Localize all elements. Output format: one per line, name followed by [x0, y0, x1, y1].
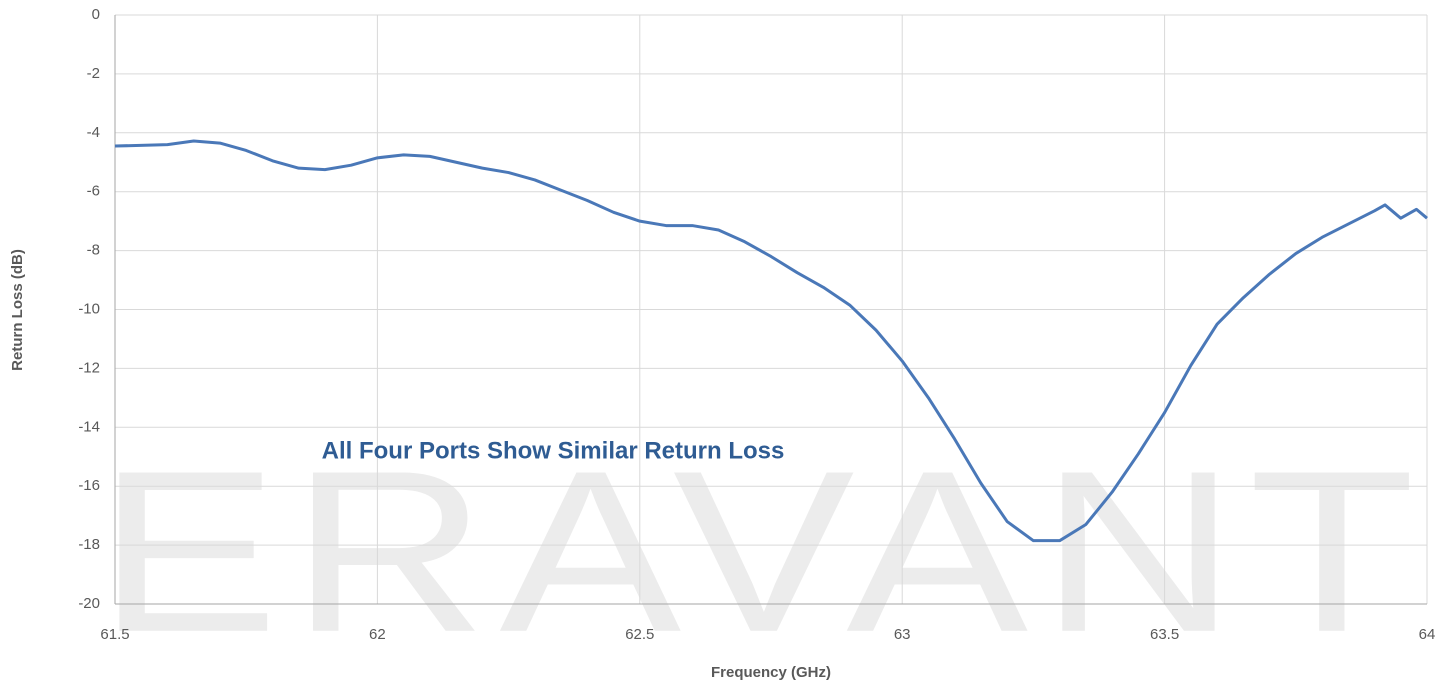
annotation: All Four Ports Show Similar Return Loss: [322, 437, 785, 464]
watermark: ERAVANT: [97, 423, 1427, 680]
line-series: [114, 139, 1428, 543]
y-tick-label: -14: [78, 418, 100, 435]
y-tick-label: -18: [78, 536, 100, 553]
y-tick-label: -4: [87, 124, 100, 141]
x-tick-label: 62.5: [625, 626, 654, 643]
x-tick-label: 63: [894, 626, 911, 643]
x-tick-label: 61.5: [100, 626, 129, 643]
y-tick-label: -10: [78, 300, 100, 317]
x-tick-label: 62: [369, 626, 386, 643]
y-tick-label: -16: [78, 477, 100, 494]
y-tick-label: 0: [92, 6, 100, 23]
y-tick-label: -8: [87, 242, 100, 259]
y-tick-label: -2: [87, 65, 100, 82]
x-axis-title: Frequency (GHz): [711, 664, 831, 681]
x-tick-label: 63.5: [1150, 626, 1179, 643]
y-axis-title: Return Loss (dB): [9, 249, 26, 371]
x-tick-label: 64: [1419, 626, 1436, 643]
y-tick-label: -20: [78, 595, 100, 612]
y-tick-label: -6: [87, 183, 100, 200]
y-tick-label: -12: [78, 359, 100, 376]
